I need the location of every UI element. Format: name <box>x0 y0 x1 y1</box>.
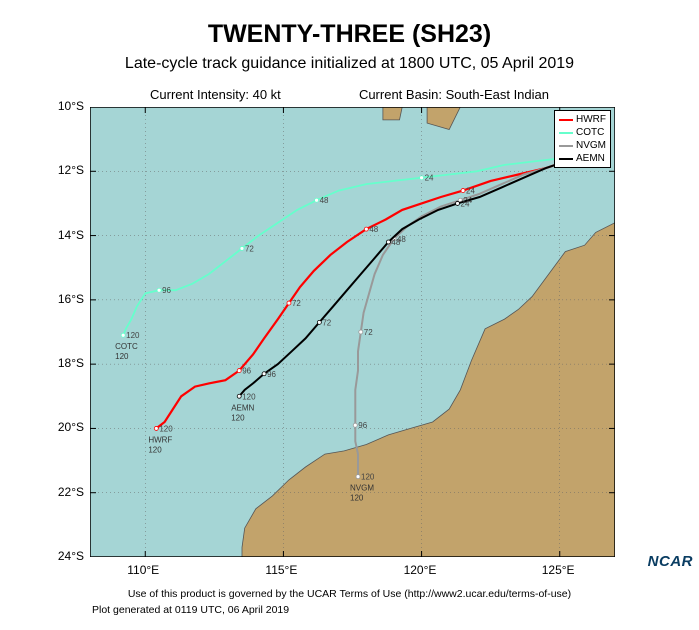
svg-text:48: 48 <box>369 225 378 234</box>
legend-swatch <box>559 158 573 160</box>
plot-timestamp: Plot generated at 0119 UTC, 06 April 201… <box>92 604 289 616</box>
legend-label: HWRF <box>576 113 606 126</box>
y-tick-label: 18°S <box>58 356 84 370</box>
y-tick-label: 20°S <box>58 420 84 434</box>
legend-row-nvgm: NVGM <box>559 139 606 152</box>
y-tick-label: 12°S <box>58 163 84 177</box>
x-tick-label: 120°E <box>404 563 437 577</box>
svg-text:HWRF: HWRF <box>148 435 172 444</box>
svg-text:96: 96 <box>358 421 367 430</box>
legend-label: COTC <box>576 126 604 139</box>
svg-text:120: 120 <box>115 352 129 361</box>
legend-swatch <box>559 119 573 121</box>
svg-text:120: 120 <box>231 413 245 422</box>
legend: HWRFCOTCNVGMAEMN <box>554 110 611 168</box>
svg-text:96: 96 <box>162 286 171 295</box>
terms-disclaimer: Use of this product is governed by the U… <box>0 588 699 600</box>
svg-text:AEMN: AEMN <box>231 403 254 412</box>
svg-text:NVGM: NVGM <box>350 484 374 493</box>
svg-text:120: 120 <box>159 424 173 433</box>
svg-text:72: 72 <box>322 318 331 327</box>
svg-text:120: 120 <box>242 392 256 401</box>
legend-row-aemn: AEMN <box>559 152 606 165</box>
y-tick-label: 14°S <box>58 228 84 242</box>
svg-text:24: 24 <box>461 199 470 208</box>
svg-text:96: 96 <box>267 370 276 379</box>
x-tick-label: 115°E <box>265 563 297 577</box>
legend-label: NVGM <box>576 139 606 152</box>
x-tick-label: 110°E <box>127 563 159 577</box>
legend-label: AEMN <box>576 152 605 165</box>
map-svg: 24487296120HWRF12024487296120COTC1202448… <box>90 107 615 557</box>
y-tick-label: 10°S <box>58 99 84 113</box>
legend-row-hwrf: HWRF <box>559 113 606 126</box>
svg-text:120: 120 <box>126 331 140 340</box>
map-plot: 24487296120HWRF12024487296120COTC1202448… <box>90 107 615 557</box>
svg-text:72: 72 <box>364 328 373 337</box>
current-basin: Current Basin: South-East Indian <box>359 87 549 102</box>
legend-swatch <box>559 132 573 134</box>
y-tick-label: 22°S <box>58 485 84 499</box>
svg-text:24: 24 <box>466 187 475 196</box>
legend-swatch <box>559 145 573 147</box>
svg-text:COTC: COTC <box>115 342 138 351</box>
x-tick-label: 125°E <box>542 563 575 577</box>
svg-text:120: 120 <box>350 494 364 503</box>
storm-title: TWENTY-THREE (SH23) <box>0 0 699 49</box>
svg-text:72: 72 <box>292 299 301 308</box>
ncar-logo: NCAR <box>648 553 693 570</box>
svg-text:120: 120 <box>148 445 162 454</box>
y-tick-label: 24°S <box>58 549 84 563</box>
init-subtitle: Late-cycle track guidance initialized at… <box>0 49 699 73</box>
svg-text:24: 24 <box>425 174 434 183</box>
y-tick-label: 16°S <box>58 292 84 306</box>
legend-row-cotc: COTC <box>559 126 606 139</box>
svg-text:72: 72 <box>245 244 254 253</box>
svg-text:120: 120 <box>361 473 375 482</box>
svg-text:96: 96 <box>242 367 251 376</box>
svg-text:48: 48 <box>320 196 329 205</box>
current-intensity: Current Intensity: 40 kt <box>150 87 281 102</box>
svg-text:48: 48 <box>391 238 400 247</box>
